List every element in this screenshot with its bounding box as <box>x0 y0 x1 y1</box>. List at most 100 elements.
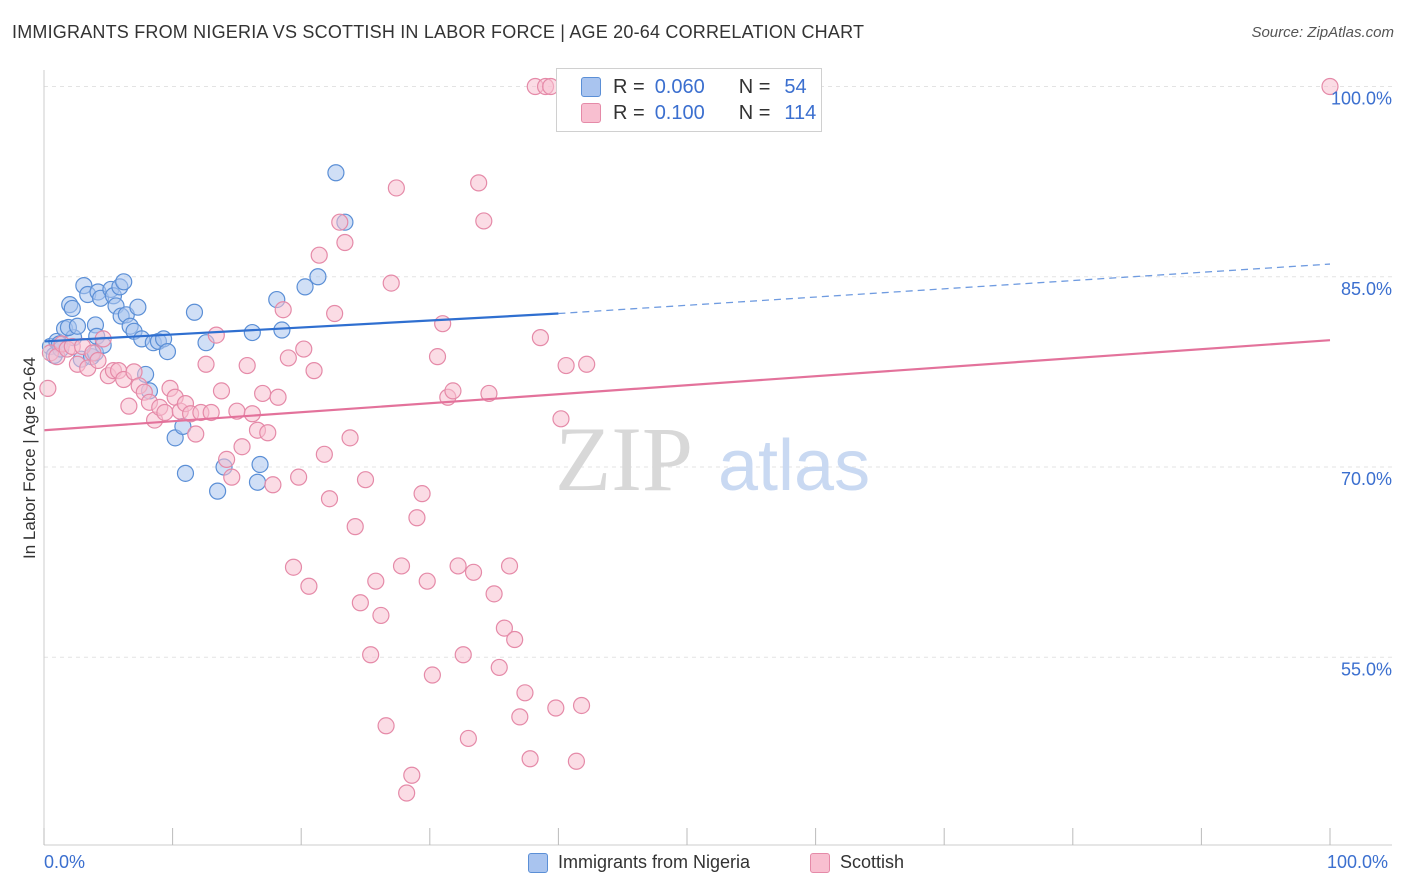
points-layer <box>39 77 1339 802</box>
legend-row-nigeria: R = 0.060 N = 54 <box>581 75 807 99</box>
point-nigeria <box>273 321 291 339</box>
legend-n-value: 54 <box>784 75 807 98</box>
point-scottish <box>387 179 405 197</box>
point-scottish <box>320 490 339 508</box>
point-scottish <box>500 557 519 575</box>
legend-r-value: 0.060 <box>654 75 705 98</box>
watermark: ZIP atlas <box>555 408 870 510</box>
point-scottish <box>300 577 318 595</box>
point-scottish <box>120 397 138 415</box>
point-scottish <box>336 233 354 252</box>
legend-swatch-nigeria <box>581 77 601 97</box>
point-scottish <box>326 304 344 323</box>
point-scottish <box>454 646 472 664</box>
point-nigeria <box>115 273 133 291</box>
bottom-legend-swatch-scottish <box>810 852 830 873</box>
watermark-atlas: atlas <box>718 426 870 506</box>
grid-layer <box>44 85 1392 658</box>
point-scottish <box>516 684 534 702</box>
legend-n-label: N = <box>738 75 771 98</box>
point-nigeria <box>296 278 314 296</box>
point-scottish <box>423 666 441 684</box>
point-scottish <box>187 425 205 443</box>
correlation-legend: R = 0.060 N = 54 R = 0.100 N = 114 <box>556 68 822 132</box>
point-scottish <box>392 557 411 575</box>
point-scottish <box>202 403 220 422</box>
bottom-legend-nigeria: Immigrants from Nigeria <box>528 852 750 873</box>
point-nigeria <box>176 464 195 482</box>
point-scottish <box>418 572 436 590</box>
point-scottish <box>212 382 231 400</box>
point-scottish <box>531 329 549 347</box>
point-scottish <box>1321 77 1339 96</box>
x-tick-label-max: 100.0% <box>1327 852 1389 872</box>
point-scottish <box>557 356 575 375</box>
point-scottish <box>218 450 236 469</box>
point-scottish <box>449 557 467 575</box>
point-scottish <box>269 388 287 406</box>
point-scottish <box>243 405 261 423</box>
legend-r-label: R = <box>613 75 645 98</box>
point-nigeria <box>129 298 147 316</box>
point-nigeria <box>309 268 327 286</box>
point-scottish <box>315 445 333 463</box>
point-scottish <box>305 362 323 380</box>
trend-line-scottish <box>43 339 1331 432</box>
point-scottish <box>310 246 328 264</box>
source-note: Source: ZipAtlas.com <box>1251 24 1394 41</box>
point-scottish <box>464 563 483 581</box>
point-scottish <box>578 355 596 373</box>
point-scottish <box>490 658 508 677</box>
legend-n-value: 114 <box>784 101 817 124</box>
point-scottish <box>547 699 565 717</box>
point-scottish <box>377 717 395 735</box>
point-scottish <box>367 572 385 590</box>
point-scottish <box>284 558 303 576</box>
point-nigeria <box>209 482 227 500</box>
point-scottish <box>279 349 297 367</box>
point-nigeria <box>243 323 261 342</box>
point-nigeria <box>327 164 345 182</box>
point-scottish <box>254 384 272 403</box>
axis-layer: 55.0% 70.0% 85.0% 100.0% <box>43 70 1392 846</box>
point-scottish <box>362 646 380 664</box>
point-scottish <box>398 784 416 802</box>
point-scottish <box>408 509 426 527</box>
point-nigeria <box>63 299 81 318</box>
point-scottish <box>346 518 364 536</box>
legend-row-scottish: R = 0.100 N = 114 <box>581 101 816 125</box>
point-scottish <box>156 403 174 422</box>
point-scottish <box>403 766 421 784</box>
point-scottish <box>259 424 277 442</box>
point-scottish <box>39 379 57 397</box>
point-scottish <box>331 213 349 231</box>
bottom-legend-swatch-nigeria <box>528 852 548 873</box>
legend-n-label: N = <box>738 101 771 124</box>
point-scottish <box>428 348 447 366</box>
point-nigeria <box>251 455 269 474</box>
trend-extension-nigeria <box>558 263 1331 315</box>
point-nigeria <box>68 317 87 335</box>
point-scottish <box>295 340 313 358</box>
legend-r-value: 0.100 <box>654 101 705 124</box>
legend-swatch-scottish <box>581 103 601 123</box>
point-scottish <box>238 356 256 375</box>
y-tick-label: 85.0% <box>1341 279 1392 299</box>
point-nigeria <box>248 473 267 491</box>
point-scottish <box>485 585 503 603</box>
point-nigeria <box>185 303 204 321</box>
point-scottish <box>480 384 498 403</box>
point-scottish <box>372 606 390 625</box>
point-scottish <box>197 355 215 373</box>
bottom-legend-label-nigeria: Immigrants from Nigeria <box>558 852 751 872</box>
y-tick-label: 70.0% <box>1341 469 1392 489</box>
chart-title: IMMIGRANTS FROM NIGERIA VS SCOTTISH IN L… <box>12 22 865 42</box>
point-scottish <box>511 708 529 726</box>
point-scottish <box>470 174 488 192</box>
point-scottish <box>552 410 570 428</box>
point-scottish <box>264 476 282 494</box>
point-scottish <box>459 729 477 748</box>
point-scottish <box>444 382 462 400</box>
point-scottish <box>382 274 400 292</box>
